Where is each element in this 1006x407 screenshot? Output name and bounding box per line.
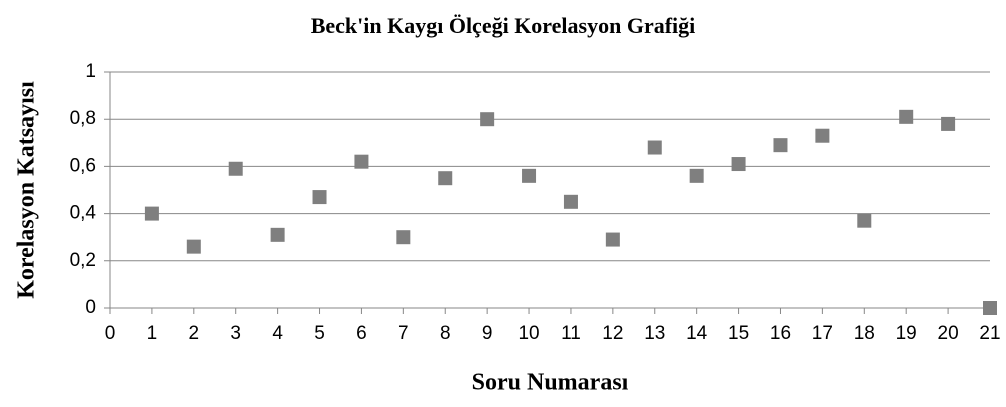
x-tick-label: 3 xyxy=(230,323,241,344)
point xyxy=(941,116,956,131)
x-tick-label: 16 xyxy=(770,323,791,344)
x-tick-label: 10 xyxy=(518,323,539,344)
point xyxy=(312,190,327,205)
y-tick-label: 0,8 xyxy=(70,108,96,129)
x-tick-label: 0 xyxy=(105,323,116,344)
point xyxy=(899,109,914,124)
x-tick-label: 6 xyxy=(356,323,367,344)
point xyxy=(270,227,285,242)
point xyxy=(689,168,704,183)
y-tick-label: 0,6 xyxy=(70,155,96,176)
point xyxy=(857,213,872,228)
y-tick-label: 0,2 xyxy=(70,250,96,271)
x-tick-label: 8 xyxy=(440,323,451,344)
y-axis-title: Korelasyon Katsayısı xyxy=(14,81,40,299)
x-tick-label: 19 xyxy=(896,323,917,344)
point xyxy=(773,138,788,153)
chart-title: Beck'in Kaygı Ölçeği Korelasyon Grafiği xyxy=(311,13,696,38)
x-tick-label: 4 xyxy=(272,323,283,344)
x-tick-label: 15 xyxy=(728,323,749,344)
point xyxy=(480,112,495,127)
x-tick-label: 20 xyxy=(938,323,959,344)
point xyxy=(438,171,453,186)
point xyxy=(522,168,537,183)
point xyxy=(647,140,662,155)
y-tick-label: 1 xyxy=(85,61,96,82)
x-tick-label: 21 xyxy=(979,323,1000,344)
x-tick-label: 14 xyxy=(686,323,708,344)
x-tick-label: 11 xyxy=(561,323,581,344)
x-tick-label: 9 xyxy=(482,323,493,344)
point xyxy=(815,128,830,143)
point xyxy=(563,194,578,209)
x-axis-title: Soru Numarası xyxy=(472,370,629,396)
x-tick-label: 12 xyxy=(602,323,623,344)
point xyxy=(396,230,411,245)
x-tick-label: 1 xyxy=(147,323,158,344)
point xyxy=(731,157,746,172)
y-tick-label: 0,4 xyxy=(70,203,97,224)
point xyxy=(144,206,159,221)
point xyxy=(605,232,620,247)
point xyxy=(228,161,243,176)
point xyxy=(983,301,997,315)
point xyxy=(354,154,369,169)
y-tick-label: 0 xyxy=(85,297,96,318)
x-tick-label: 7 xyxy=(398,323,409,344)
x-tick-label: 5 xyxy=(314,323,325,344)
x-tick-label: 2 xyxy=(189,323,200,344)
x-tick-label: 17 xyxy=(812,323,833,344)
x-tick-label: 13 xyxy=(644,323,665,344)
x-tick-label: 18 xyxy=(854,323,875,344)
point xyxy=(186,239,201,254)
